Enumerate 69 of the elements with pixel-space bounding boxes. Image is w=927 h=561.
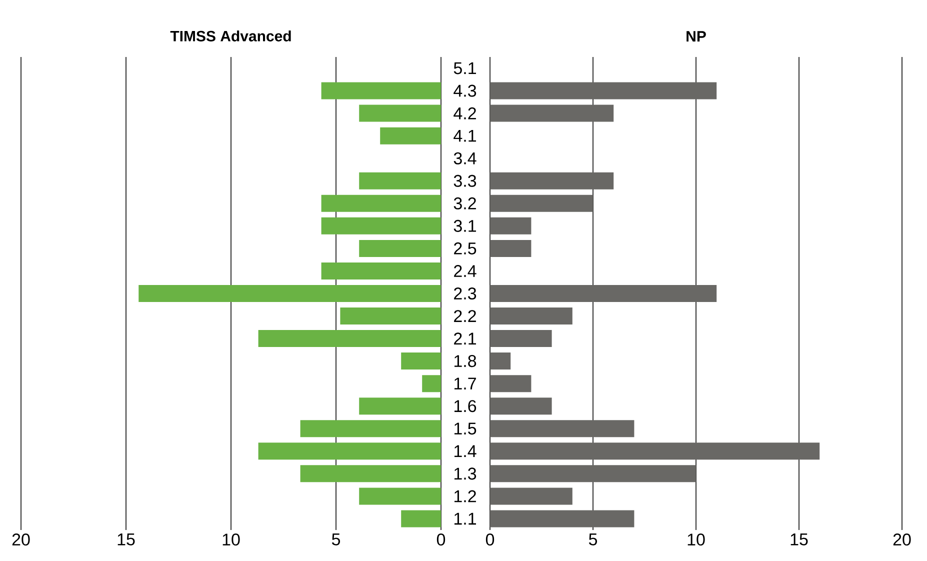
x-tick-label: 10 (688, 534, 705, 546)
x-tick-label: 15 (118, 534, 135, 546)
bar (490, 104, 614, 122)
bar (490, 240, 532, 257)
y-tick-label: 1.5 (454, 422, 476, 435)
y-tick-label: 4.1 (454, 130, 476, 142)
y-tick-label: 1.4 (454, 445, 476, 457)
y-tick-label: 3.3 (454, 174, 476, 187)
bar (359, 398, 441, 415)
x-tick-label: 0 (436, 534, 446, 546)
bar (490, 488, 572, 505)
y-tick-label: 2.3 (454, 287, 476, 300)
y-tick-label: 3.1 (454, 220, 476, 232)
chart-title: NP (686, 31, 706, 42)
x-tick-label: 5 (332, 534, 340, 546)
y-tick-label: 3.4 (454, 152, 476, 164)
bar (490, 398, 552, 415)
bar (321, 262, 441, 280)
bar (359, 172, 441, 190)
y-tick-label: 5.1 (454, 62, 476, 74)
bar (490, 352, 511, 370)
y-tick-label: 1.8 (454, 355, 476, 368)
bar (490, 510, 634, 528)
bar (321, 82, 441, 100)
bar (401, 352, 441, 370)
bar (300, 420, 441, 438)
y-tick-label: 3.2 (454, 197, 476, 210)
bar (490, 194, 594, 212)
x-tick-label: 15 (790, 534, 808, 546)
bar (340, 308, 441, 325)
x-tick-label: 20 (12, 534, 30, 546)
y-tick-label: 4.3 (454, 84, 476, 97)
bar (490, 375, 532, 392)
bar (490, 465, 696, 482)
bar (359, 240, 441, 257)
bar (490, 284, 717, 302)
bar (359, 488, 441, 505)
y-tick-label: 2.4 (454, 265, 476, 277)
y-tick-label: 4.2 (454, 107, 476, 120)
bar (300, 465, 441, 482)
bar (401, 510, 441, 528)
y-tick-label: 1.1 (454, 512, 476, 525)
x-tick-label: 20 (893, 534, 911, 546)
bar (490, 217, 532, 234)
y-tick-label: 2.5 (454, 242, 476, 254)
x-tick-label: 10 (222, 534, 240, 546)
bar (422, 375, 441, 392)
x-tick-label: 0 (486, 534, 494, 546)
bar (490, 308, 572, 325)
y-tick-label: 1.7 (454, 378, 476, 390)
bar (490, 420, 634, 438)
bar (490, 330, 552, 348)
bar (321, 194, 441, 212)
x-tick-label: 5 (588, 534, 598, 546)
bar (380, 127, 441, 144)
y-tick-label: 2.2 (454, 310, 476, 322)
bar (490, 442, 820, 460)
y-tick-label: 1.3 (454, 468, 476, 480)
y-tick-label: 1.6 (454, 400, 476, 412)
y-tick-label: 1.2 (454, 490, 476, 502)
bar (321, 217, 441, 234)
bar (138, 284, 441, 302)
bar (258, 442, 441, 460)
bar (490, 172, 614, 190)
bar (359, 104, 441, 122)
bar (490, 82, 717, 100)
bar (258, 330, 441, 348)
chart-title: TIMSS Advanced (170, 30, 291, 42)
y-tick-label: 2.1 (454, 332, 476, 344)
